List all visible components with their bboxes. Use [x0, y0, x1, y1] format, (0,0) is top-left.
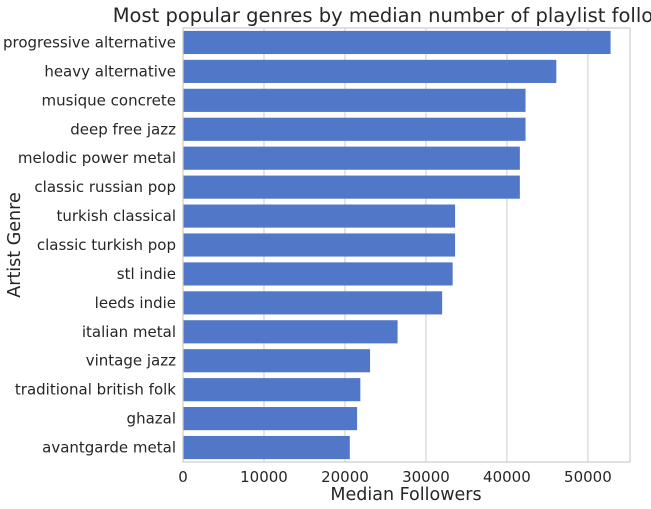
bar: [183, 30, 611, 55]
plot-frame: [182, 27, 631, 463]
x-tick-label: 40000: [483, 468, 531, 486]
bar: [183, 88, 526, 112]
bar: [183, 407, 358, 431]
bars: [183, 30, 611, 460]
bar: [183, 262, 453, 286]
y-tick-label: progressive alternative: [3, 33, 176, 51]
bar: [183, 349, 371, 373]
x-tick-label: 0: [178, 468, 188, 486]
x-tick-labels: 0 10000 20000 30000 40000 50000: [178, 468, 612, 486]
y-tick-label: avantgarde metal: [42, 439, 176, 457]
y-tick-label: heavy alternative: [44, 62, 176, 80]
y-tick-label: leeds indie: [95, 294, 176, 312]
bar: [183, 146, 520, 170]
bar: [183, 378, 361, 402]
y-tick-label: vintage jazz: [86, 352, 176, 370]
y-tick-label: deep free jazz: [70, 120, 176, 138]
y-tick-label: classic russian pop: [34, 178, 176, 196]
y-tick-label: stl indie: [117, 265, 176, 283]
y-tick-label: italian metal: [82, 323, 176, 341]
y-tick-label: ghazal: [127, 410, 176, 428]
x-tick-label: 50000: [564, 468, 612, 486]
bar: [183, 175, 520, 199]
bar: [183, 117, 526, 141]
bar: [183, 233, 456, 257]
y-tick-label: musique concrete: [42, 91, 176, 109]
x-tick-label: 10000: [240, 468, 288, 486]
y-tick-label: classic turkish pop: [37, 236, 176, 254]
bar: [183, 291, 443, 315]
y-tick-labels: progressive alternative heavy alternative…: [3, 33, 176, 456]
y-axis-label: Artist Genre: [5, 192, 25, 297]
bar: [183, 435, 350, 460]
x-tick-label: 30000: [402, 468, 450, 486]
y-tick-label: melodic power metal: [18, 149, 176, 167]
bar: [183, 204, 456, 228]
y-tick-label: turkish classical: [56, 207, 176, 225]
x-tick-label: 20000: [321, 468, 369, 486]
bar: [183, 320, 398, 344]
y-tick-label: traditional british folk: [15, 381, 176, 399]
x-axis-label: Median Followers: [330, 485, 481, 505]
bar: [183, 59, 557, 83]
chart-title: Most popular genres by median number of …: [113, 4, 651, 27]
